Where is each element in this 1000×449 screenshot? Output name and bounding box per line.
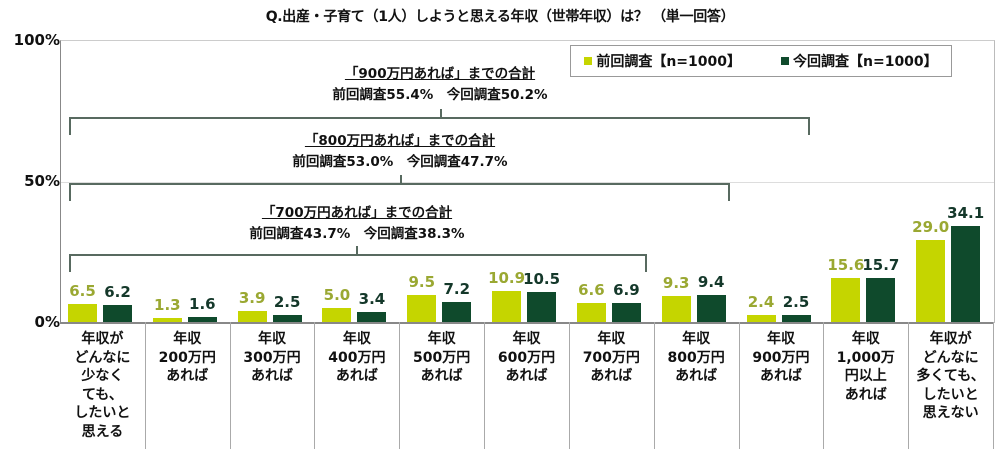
category-separator (314, 322, 316, 449)
annotation-800-heading: 「800万円あれば」までの合計 (304, 133, 496, 149)
legend: 前回調査【n=1000】 今回調査【n=1000】 (570, 45, 952, 77)
bar-current (527, 292, 557, 322)
bar-current (357, 312, 387, 322)
category-separator (484, 322, 486, 449)
category-label: 年収 500万円 あれば (413, 331, 471, 384)
bar-current (272, 314, 302, 322)
bar-value-label: 6.5 (69, 281, 96, 300)
category-separator (908, 322, 910, 449)
category-label: 年収 700万円 あれば (582, 331, 640, 384)
bracket-700 (69, 254, 647, 272)
legend-swatch-current-icon (781, 57, 789, 65)
y-tick-100: 100% (13, 31, 60, 49)
chart-title: Q.出産・子育て（1人）しようと思える年収（世帯年収）は？ （単一回答） (265, 9, 735, 25)
y-tick-50: 50% (24, 172, 60, 190)
bar-value-label: 1.6 (189, 295, 216, 314)
bar-current (781, 314, 811, 322)
legend-label-previous: 前回調査【n=1000】 (596, 54, 741, 70)
bar-previous (407, 295, 437, 322)
bar-previous (916, 240, 946, 322)
bar-value-label: 2.5 (782, 292, 810, 311)
gridline-50 (61, 182, 994, 183)
category-label: 年収が どんなに 少なく ても、 したいと 思える (74, 331, 131, 440)
y-tick-0: 0% (34, 313, 60, 331)
category-label: 年収 800万円 あれば (667, 331, 725, 384)
bar-value-label: 6.9 (613, 280, 640, 299)
bar-value-label: 9.4 (697, 273, 725, 292)
annotation-700-heading: 「700万円あれば」までの合計 (261, 205, 453, 221)
bar-current (866, 277, 896, 322)
category-separator (144, 322, 146, 449)
bar-previous (492, 291, 522, 322)
bracket-900-center-tick (440, 109, 442, 117)
plot-area (60, 40, 995, 323)
bar-current (696, 295, 726, 322)
category-label: 年収 300万円 あれば (243, 331, 301, 384)
annotation-900-heading: 「900万円あれば」までの合計 (344, 66, 536, 82)
bar-current (611, 302, 641, 322)
bar-value-label: 3.9 (238, 289, 266, 307)
bar-value-label: 2.5 (273, 292, 301, 311)
bar-previous (746, 315, 776, 322)
bracket-800 (69, 183, 730, 201)
bracket-900 (69, 117, 810, 135)
category-label: 年収が どんなに 多くても、 したいと 思えない (916, 331, 985, 421)
bar-value-label: 9.3 (662, 273, 690, 292)
bar-previous (661, 295, 691, 322)
bar-previous (152, 318, 182, 322)
annotation-800-text: 前回調査53.0% 今回調査47.7% (292, 154, 508, 170)
bar-current (103, 304, 132, 322)
bar-previous (576, 303, 606, 322)
category-label: 年収 1,000万 円以上 あれば (836, 331, 895, 403)
bar-value-label: 6.2 (104, 282, 131, 301)
bar-previous (831, 278, 861, 322)
bar-value-label: 9.5 (408, 273, 436, 292)
bar-value-label: 10.9 (488, 269, 526, 288)
bar-value-label: 6.6 (578, 281, 605, 300)
category-separator (993, 322, 994, 449)
category-separator (399, 322, 401, 449)
bar-value-label: 2.4 (747, 293, 775, 312)
category-separator (823, 322, 825, 449)
bracket-700-center-tick (356, 246, 358, 254)
category-label: 年収 200万円 あれば (158, 331, 216, 384)
bar-value-label: 29.0 (912, 218, 950, 237)
legend-item-previous: 前回調査【n=1000】 (584, 51, 741, 71)
annotation-700: 「700万円あれば」までの合計 前回調査43.7% 今回調査38.3% (207, 203, 507, 245)
bar-current (442, 301, 472, 322)
bar-previous (68, 303, 97, 322)
category-separator (229, 322, 231, 449)
bar-value-label: 34.1 (947, 203, 985, 222)
x-axis-line (60, 322, 994, 324)
category-separator (568, 322, 570, 449)
bar-current (187, 317, 217, 322)
bracket-800-center-tick (400, 175, 402, 183)
annotation-800: 「800万円あれば」までの合計 前回調査53.0% 今回調査47.7% (250, 131, 550, 173)
legend-swatch-previous-icon (584, 57, 593, 65)
category-separator (653, 322, 655, 449)
category-separator (738, 322, 740, 449)
annotation-900-text: 前回調査55.4% 今回調査50.2% (332, 87, 548, 103)
bar-value-label: 5.0 (323, 285, 351, 304)
category-label: 年収 600万円 あれば (497, 331, 556, 384)
bar-value-label: 7.2 (443, 279, 471, 298)
legend-label-current: 今回調査【n=1000】 (793, 54, 938, 70)
bar-value-label: 15.6 (827, 256, 865, 274)
bar-value-label: 3.4 (358, 290, 386, 309)
category-label: 年収 900万円 あれば (752, 331, 810, 384)
annotation-700-text: 前回調査43.7% 今回調査38.3% (249, 226, 465, 242)
bar-value-label: 10.5 (523, 270, 561, 289)
category-label: 年収 400万円 あれば (328, 331, 386, 384)
bar-previous (237, 311, 267, 322)
bar-previous (322, 307, 352, 322)
bar-value-label: 1.3 (154, 296, 181, 315)
annotation-900: 「900万円あれば」までの合計 前回調査55.4% 今回調査50.2% (290, 64, 590, 106)
bar-current (951, 225, 981, 322)
legend-item-current: 今回調査【n=1000】 (781, 51, 938, 71)
bar-value-label: 15.7 (862, 255, 900, 274)
